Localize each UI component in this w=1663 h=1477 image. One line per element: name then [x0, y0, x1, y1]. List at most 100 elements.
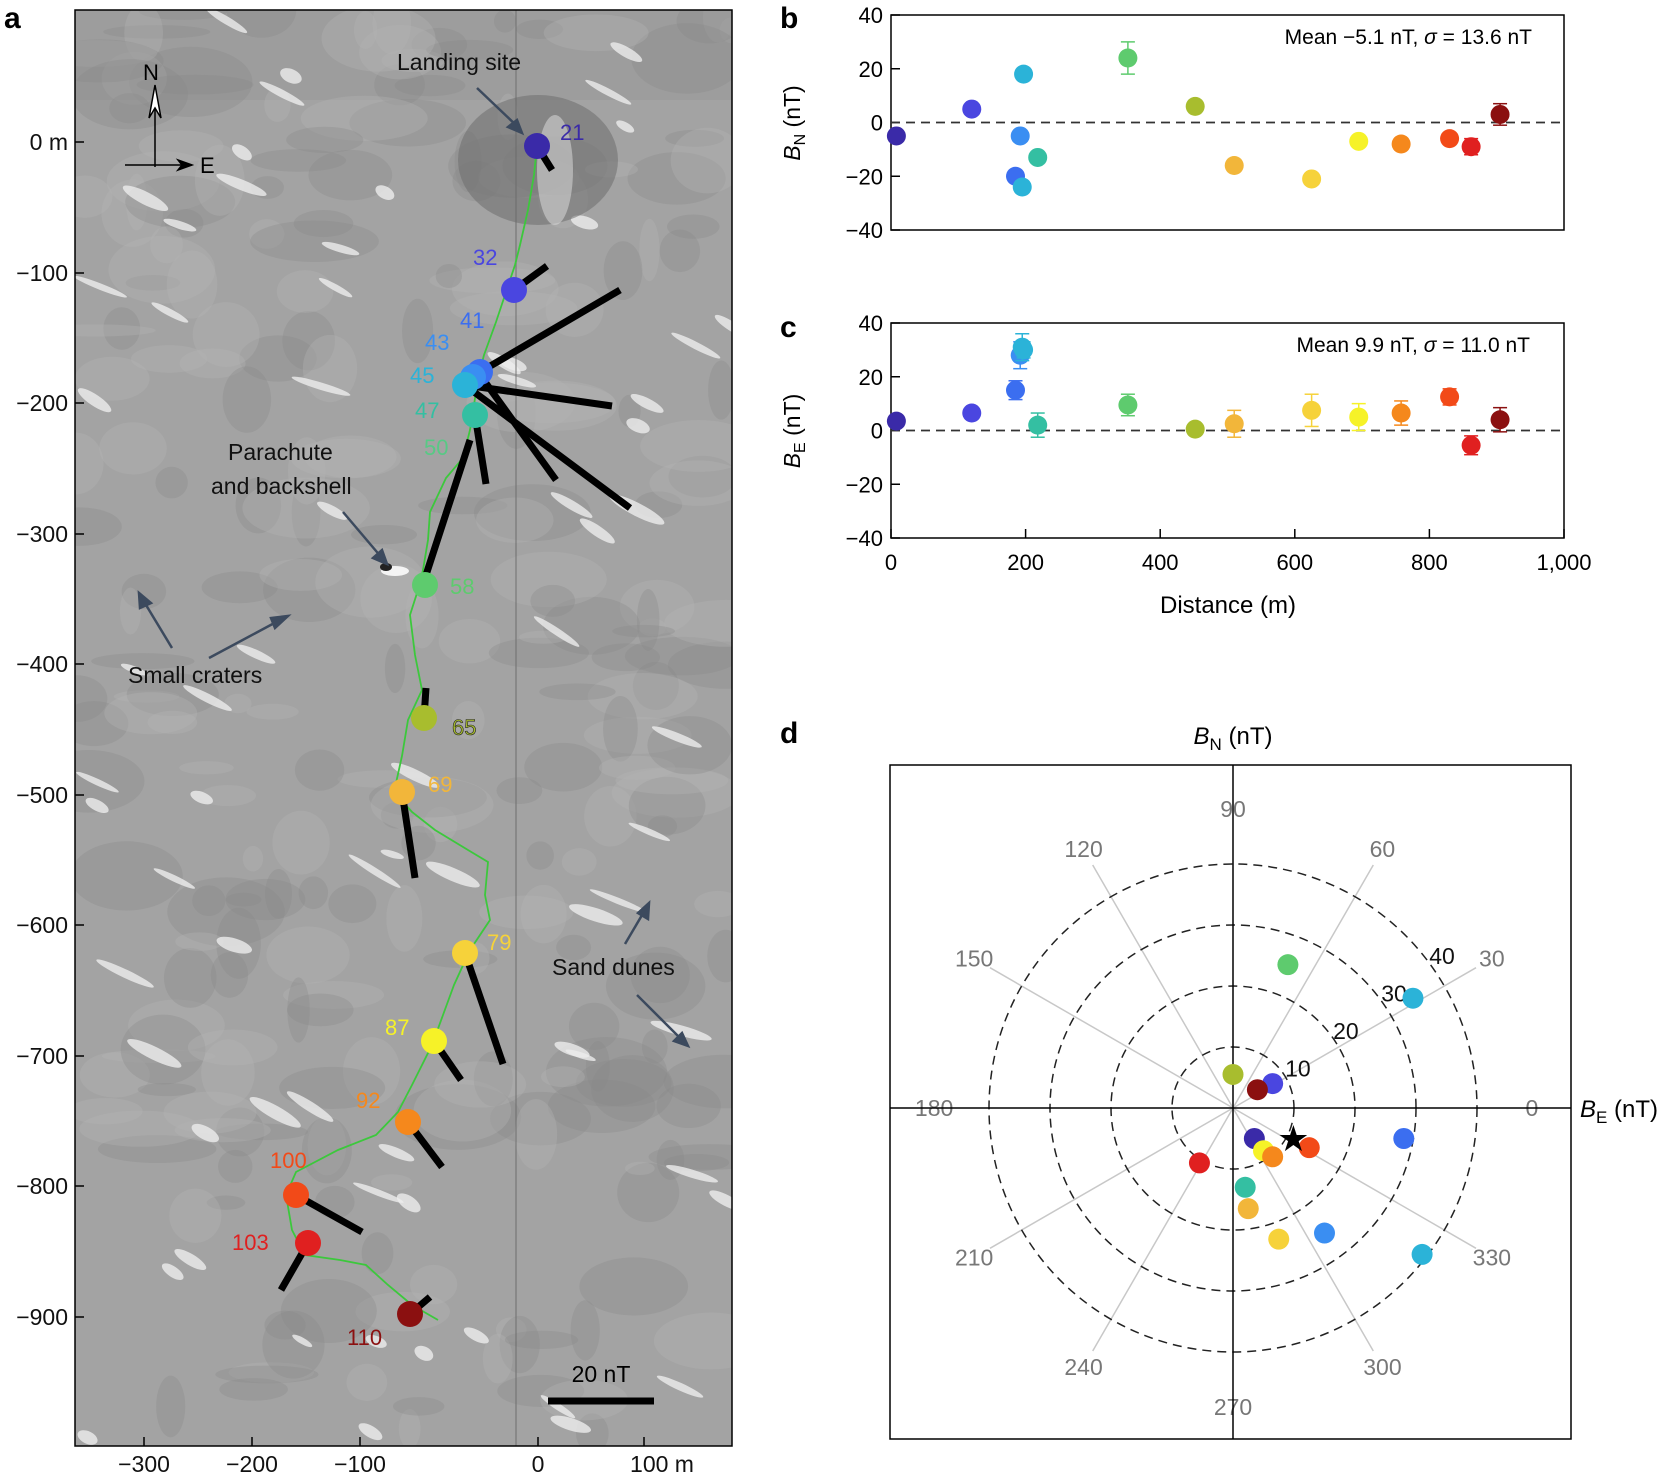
data-point[interactable]: [1302, 400, 1322, 420]
station-32-dot[interactable]: [501, 277, 527, 303]
terrain-patch: [413, 1079, 512, 1142]
data-point[interactable]: [1349, 131, 1369, 151]
vector-41: [478, 286, 622, 376]
map-y-tick: −900: [16, 1304, 68, 1330]
data-point[interactable]: [886, 126, 906, 146]
terrain-patch: [639, 218, 660, 282]
polar-point[interactable]: [1237, 1198, 1259, 1220]
station-79-dot[interactable]: [452, 940, 478, 966]
data-point[interactable]: [1012, 177, 1032, 197]
data-point[interactable]: [1461, 137, 1481, 157]
terrain-patch: [641, 1029, 668, 1064]
data-point[interactable]: [1440, 129, 1460, 149]
y-tick-label: 0: [871, 111, 883, 136]
polar-point[interactable]: [1402, 987, 1424, 1009]
station-65-dot[interactable]: [411, 705, 437, 731]
east-arrow-icon: [175, 158, 195, 172]
terrain-patch: [611, 767, 732, 818]
polar-point[interactable]: [1411, 1243, 1433, 1265]
sand-dune-highlight: [259, 81, 305, 106]
angle-label: 300: [1363, 1354, 1401, 1380]
data-point[interactable]: [1118, 395, 1138, 415]
station-87-dot[interactable]: [421, 1028, 447, 1054]
sand-dune-highlight: [163, 218, 197, 232]
data-point[interactable]: [1391, 403, 1411, 423]
polar-point[interactable]: [1393, 1128, 1415, 1149]
data-point[interactable]: [1006, 380, 1026, 400]
terrain-patch: [328, 884, 377, 924]
polar-point[interactable]: [1277, 954, 1299, 976]
data-point[interactable]: [1302, 169, 1322, 189]
panel-c-xticks: 0 200 400 600 800 1,000: [885, 529, 1592, 575]
data-point[interactable]: [1349, 407, 1369, 427]
data-point[interactable]: [1028, 415, 1048, 435]
sand-dune-highlight: [353, 1182, 404, 1203]
data-point[interactable]: [1014, 340, 1034, 360]
station-label-69: 69: [428, 772, 452, 797]
polar-point[interactable]: [1222, 1063, 1244, 1085]
sand-dune-highlight: [414, 1345, 434, 1361]
panel-d-xlabel: BE (nT): [1580, 1096, 1658, 1127]
terrain-patch: [361, 1232, 394, 1275]
polar-point[interactable]: [1298, 1137, 1320, 1159]
panel-d-polar: d BN (nT) BE (nT) 1020304003060901201501…: [780, 717, 1658, 1440]
station-110-dot[interactable]: [397, 1301, 423, 1327]
station-21-dot[interactable]: [524, 133, 550, 159]
data-point[interactable]: [1224, 156, 1244, 175]
data-point[interactable]: [1440, 387, 1460, 407]
terrain-patch: [493, 10, 516, 33]
terrain-patch: [665, 129, 725, 147]
station-69-dot[interactable]: [389, 779, 415, 805]
terrain-patch: [75, 356, 150, 401]
station-47-dot[interactable]: [462, 402, 488, 428]
data-point[interactable]: [1185, 419, 1205, 439]
data-point[interactable]: [1490, 104, 1510, 124]
terrain-patch: [263, 557, 356, 623]
angle-label: 210: [955, 1244, 993, 1270]
sand-dune-highlight: [358, 1423, 383, 1441]
data-point[interactable]: [962, 403, 982, 423]
terrain-patch: [359, 25, 442, 80]
sand-dune-highlight: [365, 1334, 387, 1348]
terrain-patch: [187, 1029, 278, 1066]
terrain-patch: [150, 226, 183, 264]
terrain-patch: [294, 749, 345, 791]
data-point[interactable]: [1224, 414, 1244, 434]
data-point[interactable]: [1461, 435, 1481, 455]
terrain-patch: [103, 307, 141, 350]
station-92-dot[interactable]: [395, 1109, 421, 1135]
polar-point[interactable]: [1262, 1146, 1284, 1168]
station-45-dot[interactable]: [452, 372, 478, 398]
data-point[interactable]: [1185, 96, 1205, 116]
terrain-patch: [598, 755, 676, 780]
y-tick-label: 40: [859, 311, 883, 336]
data-point[interactable]: [1014, 64, 1034, 84]
terrain-patch: [617, 1162, 680, 1223]
polar-point[interactable]: [1314, 1222, 1335, 1244]
data-point[interactable]: [1028, 147, 1048, 167]
data-point[interactable]: [962, 99, 982, 119]
data-point[interactable]: [886, 411, 906, 431]
terrain-patch: [648, 1144, 732, 1170]
data-point[interactable]: [1010, 126, 1030, 146]
data-point[interactable]: [1118, 48, 1138, 68]
station-103-dot[interactable]: [295, 1230, 321, 1256]
polar-point[interactable]: [1188, 1152, 1210, 1174]
station-label-58: 58: [450, 574, 474, 599]
station-label-110: 110: [347, 1325, 382, 1350]
station-58-dot[interactable]: [412, 572, 438, 598]
terrain-patch: [524, 742, 603, 792]
polar-point[interactable]: [1268, 1228, 1290, 1250]
polar-point[interactable]: [1234, 1176, 1256, 1198]
polar-point[interactable]: [1246, 1079, 1268, 1101]
terrain-patch: [605, 952, 706, 1020]
panel-label-b: b: [780, 2, 798, 35]
terrain-patch: [603, 696, 638, 762]
sand-dune-highlight: [650, 1020, 712, 1041]
data-point[interactable]: [1490, 410, 1510, 430]
terrain-patch: [514, 1099, 558, 1170]
data-point[interactable]: [1391, 134, 1411, 154]
terrain-patch: [516, 19, 564, 39]
y-tick-label: −20: [846, 472, 883, 497]
station-100-dot[interactable]: [283, 1182, 309, 1208]
